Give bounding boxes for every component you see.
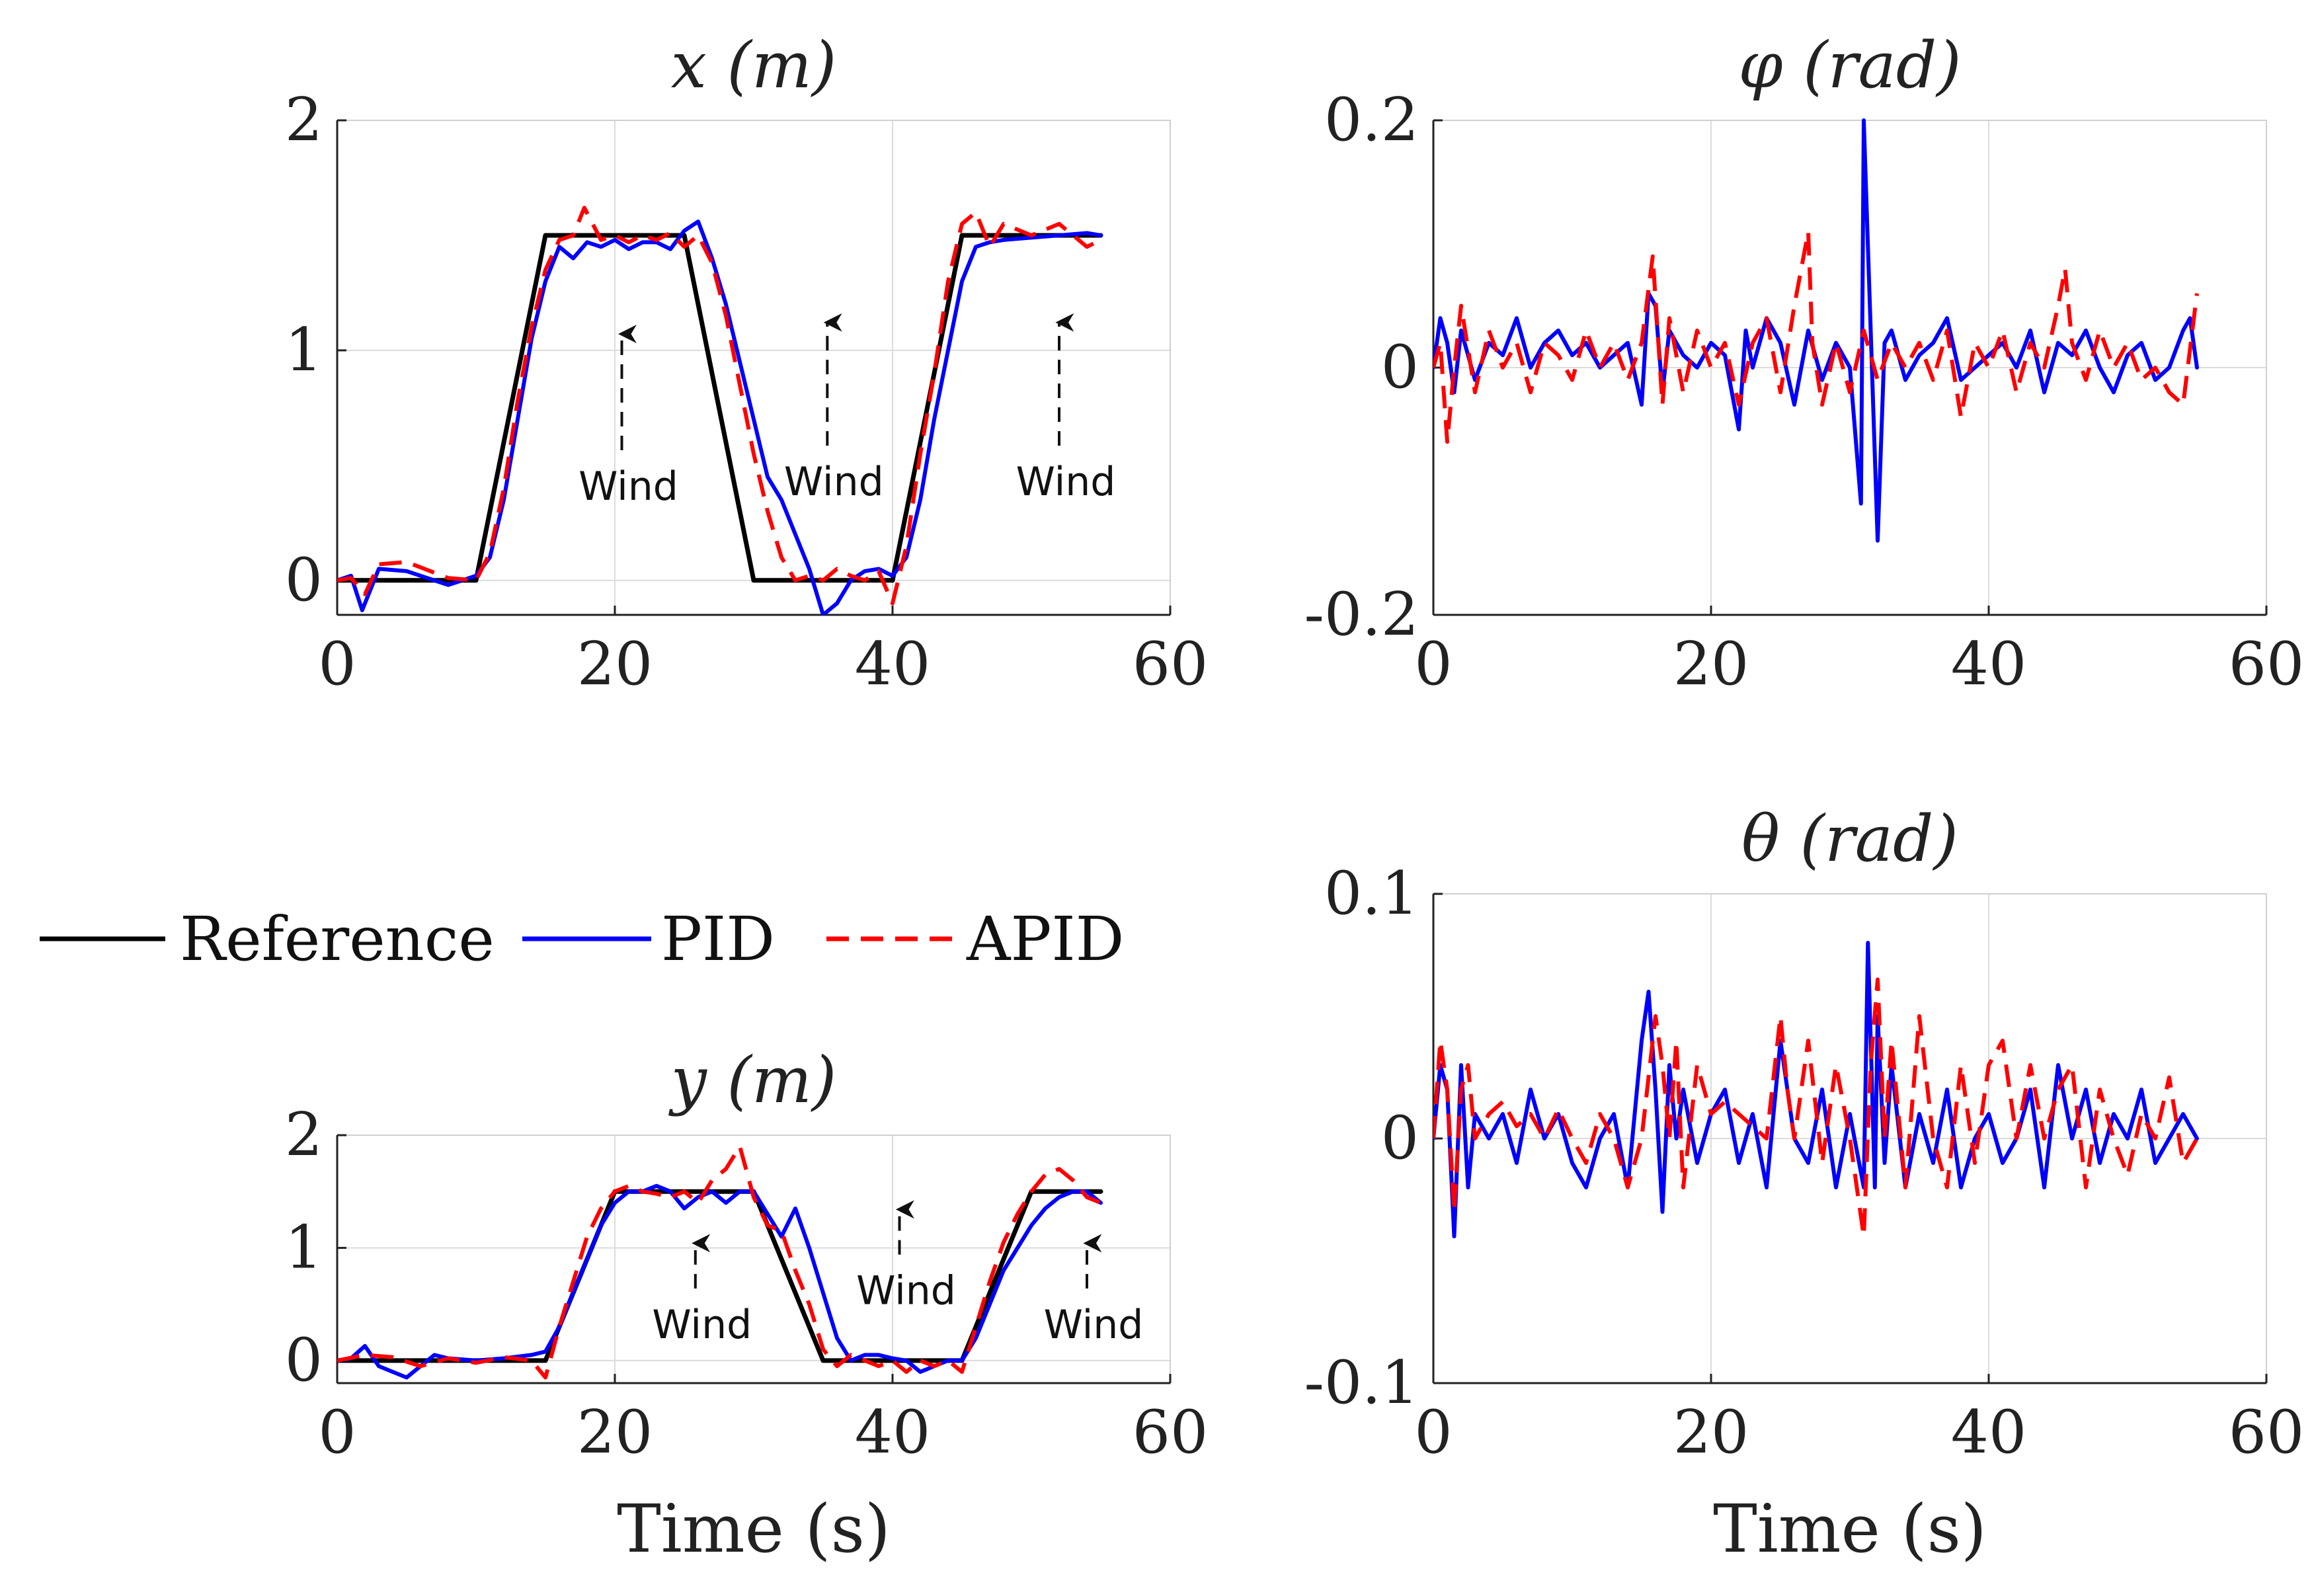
y-tick-label: 0 xyxy=(1381,1103,1419,1173)
y-tick-label: 1 xyxy=(285,1213,323,1282)
x-axis-label: Time (s) xyxy=(617,1490,891,1568)
series-line-pid xyxy=(1433,941,2199,1238)
x-tick-label: 20 xyxy=(1673,1398,1749,1467)
y-tick-label: 0 xyxy=(1381,333,1419,402)
legend-label: Reference xyxy=(180,904,495,975)
x-tick-label: 60 xyxy=(1133,1398,1209,1467)
wind-label: Wind xyxy=(784,459,884,505)
series-line-apid xyxy=(337,206,1102,606)
theta-plot: 0 20 40 60-0.100.1θ (rad)Time (s) xyxy=(1304,802,2304,1568)
series-group xyxy=(1433,941,2199,1238)
x-tick-label: 60 xyxy=(1133,629,1209,699)
y-tick-label: 2 xyxy=(285,85,323,155)
y-tick-label: 0.1 xyxy=(1324,859,1419,928)
series-line-pid xyxy=(337,219,1103,615)
series-line-reference xyxy=(337,233,1103,583)
legend: Reference PID APID xyxy=(40,904,1124,975)
chart-title: θ (rad) xyxy=(1741,802,1958,876)
wind-label: Wind xyxy=(1016,459,1116,505)
x-tick-label: 40 xyxy=(1951,1398,2027,1467)
x-tick-label: 0 xyxy=(1414,629,1452,699)
series-line-pid xyxy=(1433,118,2199,543)
x-tick-label: 40 xyxy=(855,629,931,699)
x-tick-label: 40 xyxy=(1951,629,2027,699)
x-tick-label: 0 xyxy=(1414,1398,1452,1467)
legend-label: APID xyxy=(966,904,1124,975)
wind-annotation: Wind xyxy=(578,325,678,510)
x-tick-label: 20 xyxy=(1673,629,1749,699)
series-group xyxy=(337,206,1103,615)
wind-annotation: Wind xyxy=(1016,313,1116,505)
y-tick-label: 0.2 xyxy=(1324,85,1419,155)
y-tick-label: 0 xyxy=(285,1326,323,1395)
y-tick-label: 2 xyxy=(285,1100,323,1170)
y-tick-label: 1 xyxy=(285,315,323,385)
y-tick-label: -0.1 xyxy=(1304,1348,1419,1417)
x-tick-label: 60 xyxy=(2229,629,2305,699)
x-tick-label: 0 xyxy=(318,629,356,699)
legend-item-apid: APID xyxy=(826,904,1124,975)
wind-annotation: Wind xyxy=(784,313,884,505)
y-tick-label: 0 xyxy=(285,545,323,615)
wind-label: Wind xyxy=(652,1302,752,1348)
chart-title: φ (rad) xyxy=(1738,28,1961,102)
chart-title: x (m) xyxy=(671,28,837,102)
y-tick-label: -0.2 xyxy=(1304,580,1419,649)
wind-annotation: Wind xyxy=(856,1200,956,1314)
series-line-pid xyxy=(337,1183,1103,1380)
wind-label: Wind xyxy=(578,463,678,510)
x-tick-label: 20 xyxy=(577,1398,653,1467)
x-plot: 0 20 40 60 0 1 2 x (m) Wind Wind Wind xyxy=(285,28,1209,699)
y-plot: 0 20 40 60 0 1 2 y (m) Time (s) Wind Wind Wind xyxy=(285,1043,1209,1568)
x-tick-label: 20 xyxy=(577,629,653,699)
x-tick-label: 40 xyxy=(855,1398,931,1467)
legend-label: PID xyxy=(661,904,775,975)
legend-item-reference: Reference xyxy=(40,904,495,975)
wind-label: Wind xyxy=(856,1268,956,1314)
series-group xyxy=(1433,118,2199,543)
chart-title: y (m) xyxy=(668,1043,837,1117)
wind-annotation: Wind xyxy=(1044,1234,1144,1348)
series-group xyxy=(337,1144,1103,1380)
x-tick-label: 0 xyxy=(318,1398,356,1467)
series-line-apid xyxy=(1433,977,2199,1238)
series-line-apid xyxy=(337,1144,1102,1380)
wind-annotation: Wind xyxy=(652,1234,752,1348)
x-tick-label: 60 xyxy=(2229,1398,2305,1467)
legend-item-pid: PID xyxy=(522,904,775,975)
plot-frame xyxy=(337,120,1171,616)
phi-plot: 0 20 40 60-0.200.2φ (rad) xyxy=(1304,28,2304,699)
x-axis-label: Time (s) xyxy=(1713,1490,1987,1568)
wind-label: Wind xyxy=(1044,1302,1144,1348)
